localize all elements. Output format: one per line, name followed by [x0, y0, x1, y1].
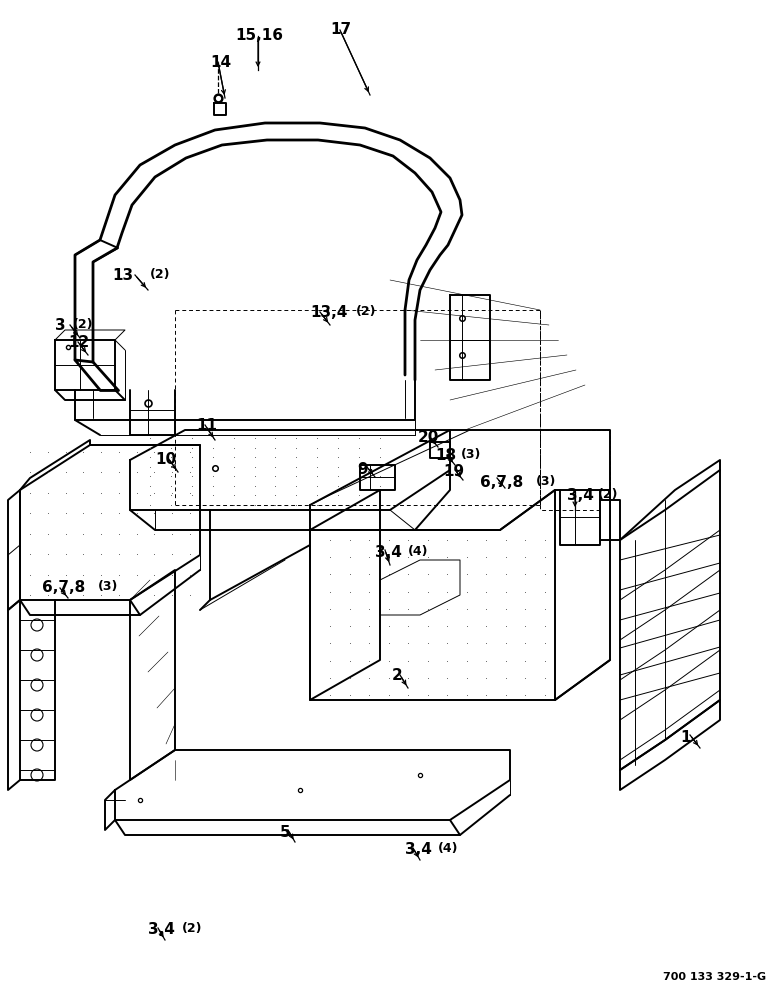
Text: 6,7,8: 6,7,8: [42, 580, 85, 595]
Text: (2): (2): [150, 268, 170, 281]
Text: 20: 20: [418, 430, 439, 445]
Text: (3): (3): [536, 475, 557, 488]
Text: 3,4: 3,4: [375, 545, 402, 560]
Text: 11: 11: [196, 418, 217, 433]
Text: (2): (2): [182, 922, 202, 935]
Text: 3,4: 3,4: [567, 488, 593, 503]
Text: 17: 17: [330, 22, 351, 37]
Text: 6,7,8: 6,7,8: [480, 475, 523, 490]
Text: 14: 14: [210, 55, 231, 70]
Text: 13,4: 13,4: [310, 305, 347, 320]
Text: 1: 1: [680, 730, 691, 745]
Text: 3,4: 3,4: [148, 922, 175, 937]
Text: 2: 2: [392, 668, 403, 683]
Text: 9: 9: [357, 462, 368, 477]
Text: (4): (4): [408, 545, 429, 558]
Text: (3): (3): [461, 448, 481, 461]
Text: 13: 13: [112, 268, 133, 283]
Text: 700 133 329-1-G: 700 133 329-1-G: [663, 972, 766, 982]
Text: 18: 18: [435, 448, 456, 463]
Text: (3): (3): [98, 580, 118, 593]
Text: 12: 12: [68, 335, 89, 350]
Text: (2): (2): [73, 318, 93, 331]
Text: 15,16: 15,16: [235, 28, 283, 43]
Text: (4): (4): [438, 842, 459, 855]
Text: (2): (2): [356, 305, 376, 318]
Text: 3,4: 3,4: [405, 842, 432, 857]
Text: 10: 10: [155, 452, 176, 467]
Text: (2): (2): [598, 488, 619, 501]
Text: 5: 5: [280, 825, 291, 840]
Text: 19: 19: [443, 464, 464, 479]
Text: 3: 3: [55, 318, 66, 333]
